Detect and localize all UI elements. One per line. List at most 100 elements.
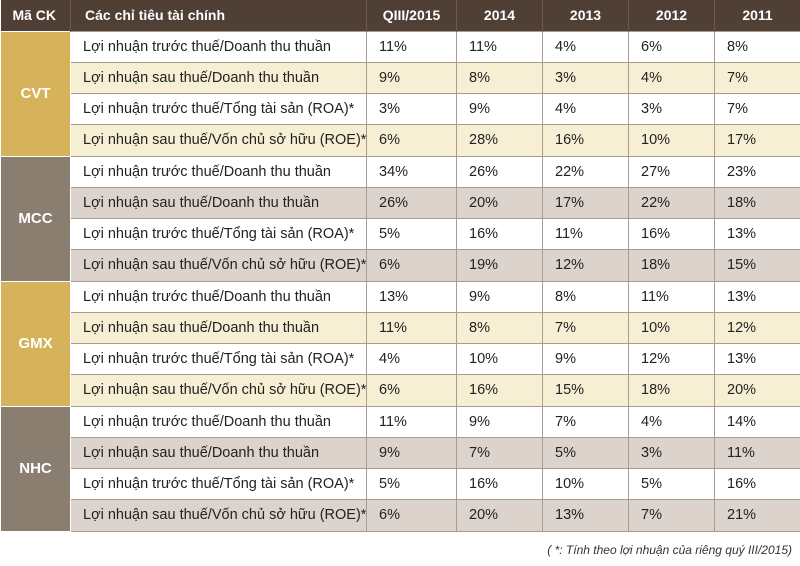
ratio-value: 15%	[714, 249, 800, 282]
ratio-value: 3%	[366, 92, 457, 126]
ratio-value: 4%	[628, 61, 715, 95]
ratio-value: 8%	[542, 280, 629, 313]
ratio-value: 23%	[714, 155, 800, 188]
ratio-value: 11%	[366, 311, 457, 345]
ratio-value: 16%	[456, 467, 543, 501]
ratio-value: 7%	[714, 61, 800, 95]
ratio-value: 15%	[542, 374, 629, 407]
ratio-value: 17%	[542, 186, 629, 220]
ratio-value: 9%	[366, 436, 457, 470]
ratio-value: 18%	[628, 374, 715, 407]
ratio-value: 13%	[714, 217, 800, 251]
ratio-value: 3%	[542, 61, 629, 95]
ratio-value: 16%	[628, 217, 715, 251]
indicator-label: Lợi nhuận trước thuế/Doanh thu thuần	[70, 280, 367, 313]
ratio-value: 12%	[628, 342, 715, 376]
table-row: Lợi nhuận sau thuế/Doanh thu thuần 9% 8% 3%…	[1, 61, 800, 95]
header-row: Mã CK Các chỉ tiêu tài chính QIII/2015 2…	[0, 0, 800, 31]
ratio-value: 8%	[714, 30, 800, 63]
ratio-value: 8%	[456, 61, 543, 95]
ticker-code: GMX	[0, 280, 71, 407]
ratio-value: 16%	[542, 124, 629, 157]
indicator-label: Lợi nhuận sau thuế/Doanh thu thuần	[70, 311, 367, 345]
indicator-label: Lợi nhuận sau thuế/Vốn chủ sở hữu (ROE)*	[70, 124, 367, 157]
header-q3-2015: QIII/2015	[366, 0, 457, 31]
ratio-value: 13%	[366, 280, 457, 313]
ratio-value: 5%	[366, 217, 457, 251]
indicator-label: Lợi nhuận sau thuế/Doanh thu thuần	[70, 61, 367, 95]
indicator-label: Lợi nhuận sau thuế/Vốn chủ sở hữu (ROE)*	[70, 499, 367, 532]
ratio-value: 16%	[714, 467, 800, 501]
indicator-label: Lợi nhuận trước thuế/Doanh thu thuần	[70, 155, 367, 188]
ratio-value: 6%	[366, 249, 457, 282]
ratio-value: 22%	[628, 186, 715, 220]
ratio-value: 13%	[714, 280, 800, 313]
ratio-value: 3%	[628, 436, 715, 470]
ratio-value: 20%	[456, 186, 543, 220]
ratio-value: 16%	[456, 217, 543, 251]
ratio-value: 20%	[714, 374, 800, 407]
ratio-value: 10%	[456, 342, 543, 376]
ratio-value: 27%	[628, 155, 715, 188]
ratio-value: 7%	[628, 499, 715, 532]
table-row: Lợi nhuận trước thuế/Tổng tài sản (ROA)*…	[1, 92, 800, 126]
ratio-value: 34%	[366, 155, 457, 188]
ratio-value: 18%	[628, 249, 715, 282]
ratio-value: 14%	[714, 405, 800, 438]
ratio-value: 7%	[456, 436, 543, 470]
ratio-value: 10%	[542, 467, 629, 501]
ratio-value: 7%	[542, 311, 629, 345]
table-row: Lợi nhuận sau thuế/Vốn chủ sở hữu (ROE)*…	[1, 374, 800, 407]
indicator-label: Lợi nhuận trước thuế/Tổng tài sản (ROA)*	[70, 467, 367, 501]
ratio-value: 6%	[366, 124, 457, 157]
ratio-value: 4%	[542, 30, 629, 63]
indicator-label: Lợi nhuận trước thuế/Tổng tài sản (ROA)*	[70, 217, 367, 251]
ratio-value: 5%	[628, 467, 715, 501]
ratio-value: 9%	[366, 61, 457, 95]
table-row: Lợi nhuận sau thuế/Doanh thu thuần 9% 7% 5%…	[1, 436, 800, 470]
ratio-value: 9%	[456, 92, 543, 126]
table-row: Lợi nhuận trước thuế/Tổng tài sản (ROA)*…	[1, 217, 800, 251]
ratio-value: 21%	[714, 499, 800, 532]
footnote: ( *: Tính theo lợi nhuận của riêng quý I…	[547, 543, 792, 557]
ratio-value: 9%	[456, 405, 543, 438]
table-row: Lợi nhuận sau thuế/Vốn chủ sở hữu (ROE)*…	[1, 499, 800, 532]
ratio-value: 26%	[366, 186, 457, 220]
table-row: MCC Lợi nhuận trước thuế/Doanh thu thuần 3…	[0, 155, 800, 282]
financial-ratio-table: Mã CK Các chỉ tiêu tài chính QIII/2015 2…	[0, 0, 800, 532]
ticker-code: MCC	[0, 155, 71, 282]
ratio-value: 12%	[714, 311, 800, 345]
table-row: Lợi nhuận sau thuế/Doanh thu thuần 26% 20%…	[1, 186, 800, 220]
ratio-value: 8%	[456, 311, 543, 345]
indicator-label: Lợi nhuận sau thuế/Vốn chủ sở hữu (ROE)*	[70, 374, 367, 407]
ratio-value: 16%	[456, 374, 543, 407]
table-row: GMX Lợi nhuận trước thuế/Doanh thu thuần 1…	[0, 280, 800, 407]
ticker-code: CVT	[0, 30, 71, 157]
ratio-value: 6%	[366, 374, 457, 407]
header-2014: 2014	[456, 0, 543, 31]
ratio-value: 11%	[366, 30, 457, 63]
header-2012: 2012	[628, 0, 715, 31]
table-row: Lợi nhuận trước thuế/Tổng tài sản (ROA)*…	[1, 342, 800, 376]
ratio-value: 10%	[628, 311, 715, 345]
table-row: Lợi nhuận sau thuế/Vốn chủ sở hữu (ROE)*…	[1, 249, 800, 282]
table-row: Lợi nhuận sau thuế/Vốn chủ sở hữu (ROE)*…	[1, 124, 800, 157]
ratio-value: 11%	[456, 30, 543, 63]
ratio-value: 13%	[714, 342, 800, 376]
ratio-value: 11%	[542, 217, 629, 251]
ratio-value: 5%	[366, 467, 457, 501]
ratio-value: 19%	[456, 249, 543, 282]
ratio-value: 12%	[542, 249, 629, 282]
indicator-label: Lợi nhuận trước thuế/Tổng tài sản (ROA)*	[70, 342, 367, 376]
header-indicator: Các chỉ tiêu tài chính	[70, 0, 367, 31]
table-header: Mã CK Các chỉ tiêu tài chính QIII/2015 2…	[0, 0, 800, 31]
table-body: CVT Lợi nhuận trước thuế/Doanh thu thuần 1…	[0, 30, 800, 532]
indicator-label: Lợi nhuận sau thuế/Vốn chủ sở hữu (ROE)*	[70, 249, 367, 282]
table-row: NHC Lợi nhuận trước thuế/Doanh thu thuần 1…	[0, 405, 800, 532]
indicator-label: Lợi nhuận sau thuế/Doanh thu thuần	[70, 186, 367, 220]
indicator-label: Lợi nhuận trước thuế/Doanh thu thuần	[70, 405, 367, 438]
ratio-value: 28%	[456, 124, 543, 157]
ratio-value: 4%	[628, 405, 715, 438]
indicator-label: Lợi nhuận trước thuế/Doanh thu thuần	[70, 30, 367, 63]
